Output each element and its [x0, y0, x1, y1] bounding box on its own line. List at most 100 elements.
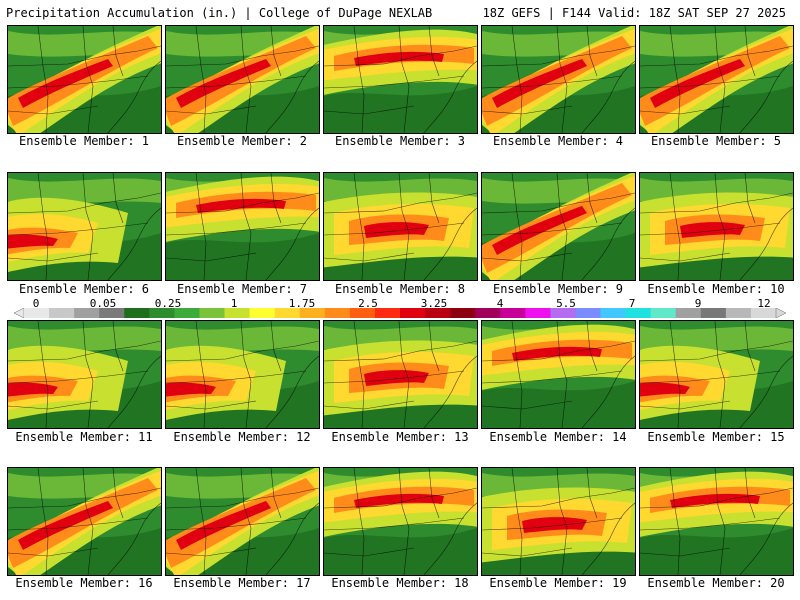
ensemble-panel — [323, 320, 478, 429]
state-border — [482, 517, 623, 531]
colorbar-segment — [149, 308, 175, 318]
precip-contour — [166, 478, 316, 568]
precip-contour — [364, 222, 429, 238]
state-border — [166, 192, 319, 214]
state-border — [37, 26, 49, 133]
ensemble-member-label: Ensemble Member: 8 — [334, 282, 466, 296]
state-border — [739, 207, 793, 280]
state-border — [353, 321, 365, 428]
state-border — [423, 355, 477, 428]
ensemble-member-label: Ensemble Member: 17 — [173, 576, 311, 590]
precip-map — [166, 468, 319, 575]
state-border — [640, 517, 781, 531]
colorbar-segment — [324, 308, 351, 318]
colorbar-segment — [374, 308, 401, 318]
state-border — [423, 60, 477, 133]
precip-map — [8, 173, 161, 280]
state-border — [353, 26, 365, 133]
state-border — [195, 173, 207, 280]
ensemble-panel — [481, 172, 636, 281]
precip-map — [482, 468, 635, 575]
state-border — [739, 502, 793, 575]
precip-contour — [640, 36, 790, 126]
precip-contour — [680, 222, 745, 238]
state-border — [8, 487, 161, 509]
state-border — [8, 400, 99, 410]
state-border — [556, 26, 568, 133]
precip-map — [166, 321, 319, 428]
colorbar-tick-label: 9 — [694, 297, 702, 310]
ensemble-panel — [7, 467, 162, 576]
run-valid-time: 18Z GEFS | F144 Valid: 18Z SAT SEP 27 20… — [482, 6, 786, 20]
state-border — [82, 321, 94, 428]
state-border — [324, 252, 415, 262]
state-border — [640, 192, 793, 214]
state-border — [324, 487, 477, 509]
state-border — [37, 173, 49, 280]
state-border — [166, 75, 307, 89]
state-border — [270, 173, 282, 224]
state-border — [511, 173, 523, 280]
ensemble-member-label: Ensemble Member: 3 — [334, 134, 466, 148]
state-border — [640, 75, 781, 89]
state-border — [166, 252, 257, 262]
colorbar-left-arrow — [14, 308, 25, 318]
colorbar-tick-label: 12 — [757, 297, 771, 310]
state-border — [581, 60, 635, 133]
state-border — [428, 321, 440, 372]
precip-map — [640, 26, 793, 133]
ensemble-member-label: Ensemble Member: 4 — [492, 134, 624, 148]
state-border — [640, 105, 731, 115]
state-border — [581, 502, 635, 575]
colorbar-segment — [525, 308, 551, 318]
precip-map — [8, 321, 161, 428]
precip-map — [166, 26, 319, 133]
ensemble-member-label: Ensemble Member: 19 — [489, 576, 627, 590]
state-border — [82, 26, 94, 133]
state-border — [112, 26, 124, 77]
ensemble-panel — [165, 467, 320, 576]
precip-map — [324, 321, 477, 428]
state-border — [324, 75, 465, 89]
colorbar-segment — [274, 308, 301, 318]
state-border — [166, 340, 319, 362]
ensemble-member-label: Ensemble Member: 20 — [647, 576, 785, 590]
state-border — [714, 173, 726, 280]
state-border — [669, 321, 681, 428]
ensemble-member-label: Ensemble Member: 16 — [15, 576, 153, 590]
state-border — [482, 340, 635, 362]
ensemble-member-label: Ensemble Member: 10 — [647, 282, 785, 296]
state-border — [265, 60, 319, 133]
ensemble-panel — [481, 25, 636, 134]
colorbar-segment — [299, 308, 326, 318]
state-border — [112, 468, 124, 519]
colorbar-tick-label: 0.05 — [89, 297, 117, 310]
state-border — [640, 370, 781, 384]
colorbar-segment — [400, 308, 426, 318]
state-border — [195, 26, 207, 133]
ensemble-panel — [165, 25, 320, 134]
colorbar-segment — [675, 308, 702, 318]
colorbar-tick-label: 0.25 — [154, 297, 182, 310]
colorbar-tick-label: 1.75 — [288, 297, 316, 310]
state-border — [586, 173, 598, 224]
state-border — [324, 105, 415, 115]
state-border — [265, 502, 319, 575]
state-border — [166, 547, 257, 557]
precip-map — [8, 26, 161, 133]
state-border — [240, 173, 252, 280]
ensemble-panel — [165, 172, 320, 281]
ensemble-panel — [639, 172, 794, 281]
ensemble-panel — [323, 172, 478, 281]
precip-contour — [166, 36, 316, 126]
state-border — [511, 321, 523, 428]
state-border — [511, 468, 523, 575]
state-border — [8, 75, 149, 89]
state-border — [482, 192, 635, 214]
state-border — [714, 468, 726, 575]
colorbar-segment — [625, 308, 651, 318]
state-border — [270, 468, 282, 519]
ensemble-member-label: Ensemble Member: 13 — [331, 430, 469, 444]
state-border — [82, 468, 94, 575]
colorbar-segment — [550, 308, 576, 318]
